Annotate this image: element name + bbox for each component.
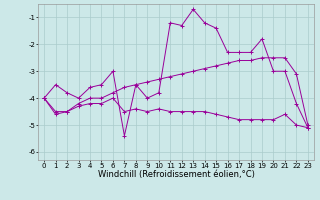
X-axis label: Windchill (Refroidissement éolien,°C): Windchill (Refroidissement éolien,°C) — [98, 170, 254, 179]
